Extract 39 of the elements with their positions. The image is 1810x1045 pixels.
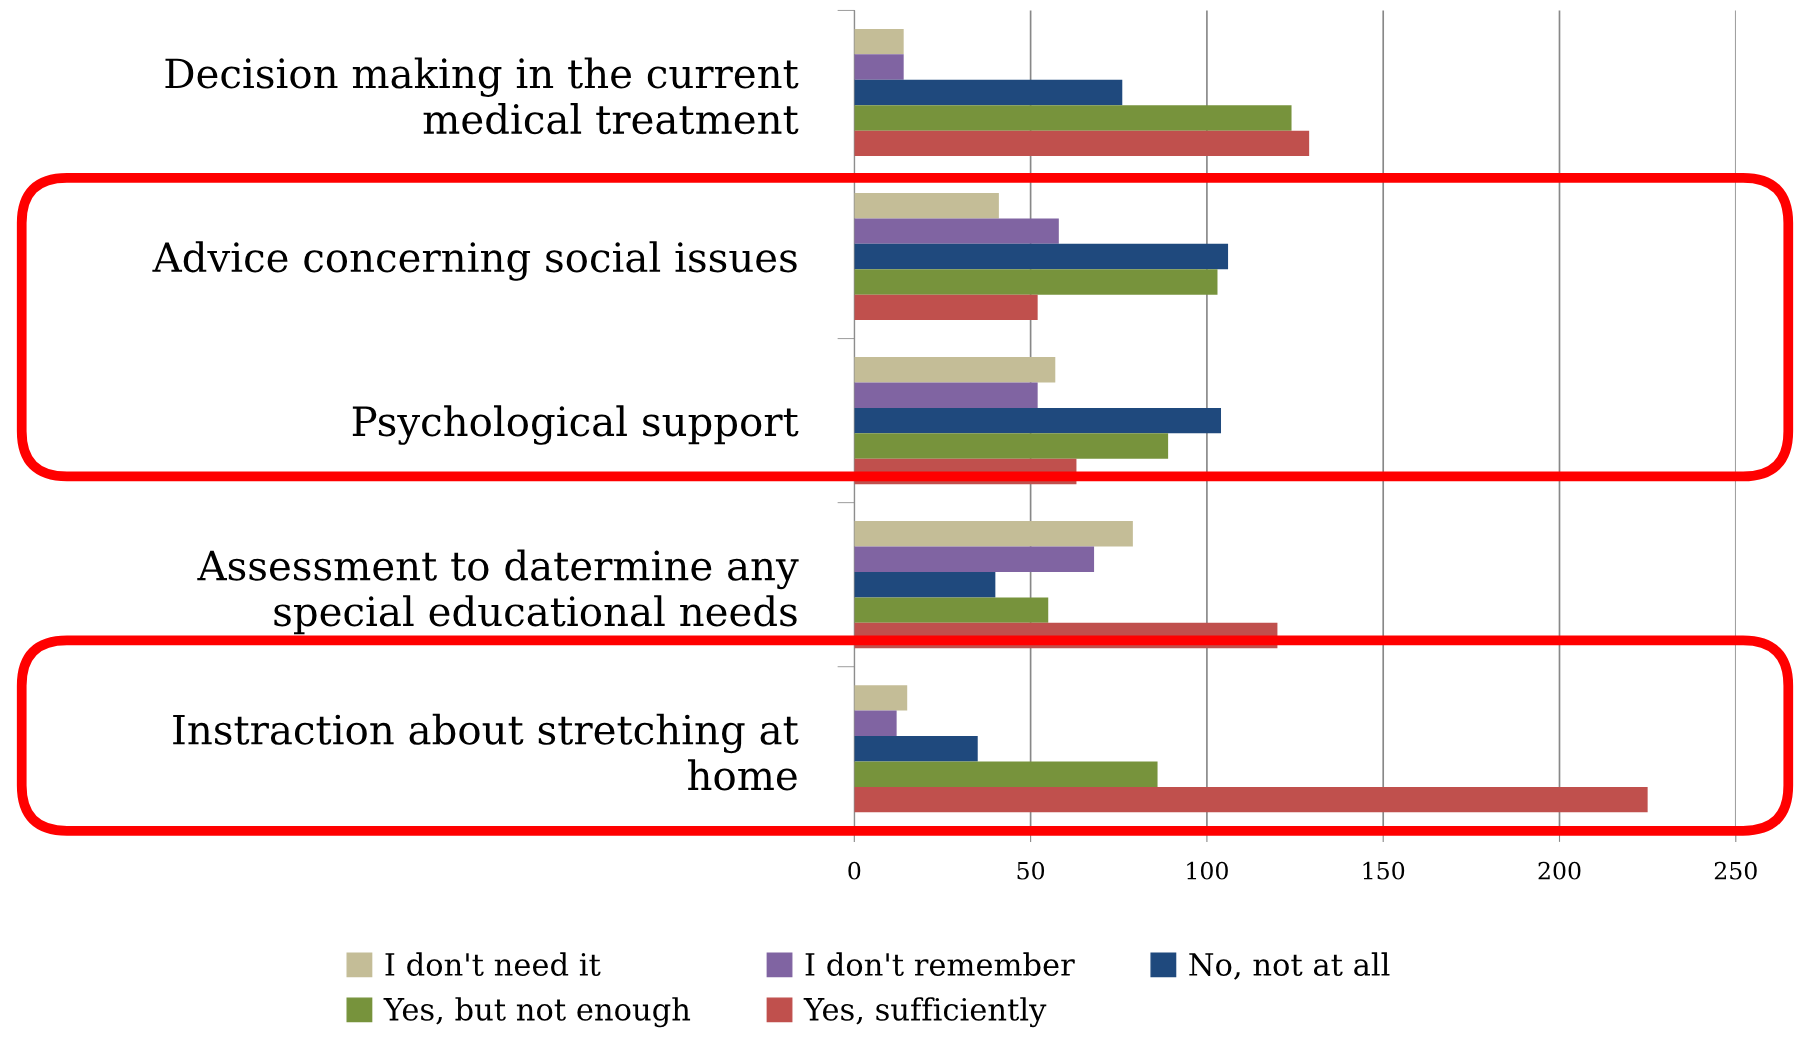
bar bbox=[854, 786, 1648, 813]
bar bbox=[854, 54, 904, 80]
bar bbox=[854, 433, 1169, 459]
y-tick-label: Decision making in the current medical treatment bbox=[165, 57, 799, 135]
bar bbox=[854, 407, 1222, 434]
x-tick-label: 200 bbox=[1538, 861, 1581, 880]
bar bbox=[854, 710, 897, 737]
bar bbox=[854, 546, 1095, 572]
bar bbox=[854, 357, 1056, 383]
bar bbox=[854, 269, 1218, 295]
x-tick-label: 50 bbox=[1017, 861, 1045, 880]
bar bbox=[854, 192, 999, 219]
bar bbox=[854, 105, 1292, 131]
x-tick-label: 250 bbox=[1714, 861, 1757, 880]
y-tick-label: Instraction about stretching at home bbox=[173, 713, 799, 791]
y-tick-label: Assessment to datermine any special educational needs bbox=[197, 549, 799, 635]
bar bbox=[854, 294, 1038, 321]
bar bbox=[854, 382, 1038, 408]
y-tick-label: Advice concerning social issues bbox=[152, 241, 797, 281]
bar bbox=[854, 597, 1049, 623]
y-tick-label: Psychological support bbox=[352, 405, 799, 445]
bar bbox=[854, 736, 978, 762]
legend-label: No, not at all bbox=[1189, 952, 1390, 980]
x-tick-label: 150 bbox=[1363, 861, 1405, 880]
x-tick-label: 100 bbox=[1187, 861, 1228, 880]
bar bbox=[854, 28, 904, 55]
x-tick-label: 0 bbox=[848, 861, 861, 880]
legend-label: I don't remember bbox=[805, 952, 1075, 976]
bar bbox=[854, 130, 1310, 157]
bar bbox=[854, 218, 1059, 244]
bar bbox=[854, 243, 1229, 270]
legend-label: I don't need it bbox=[385, 952, 601, 976]
legend-label: Yes, sufficiently bbox=[803, 997, 1047, 1028]
legend-label: Yes, but not enough bbox=[383, 997, 691, 1028]
bar bbox=[854, 685, 908, 711]
bar bbox=[854, 521, 1133, 547]
bar bbox=[854, 79, 1123, 106]
bar bbox=[854, 761, 1158, 787]
bar bbox=[854, 571, 996, 598]
